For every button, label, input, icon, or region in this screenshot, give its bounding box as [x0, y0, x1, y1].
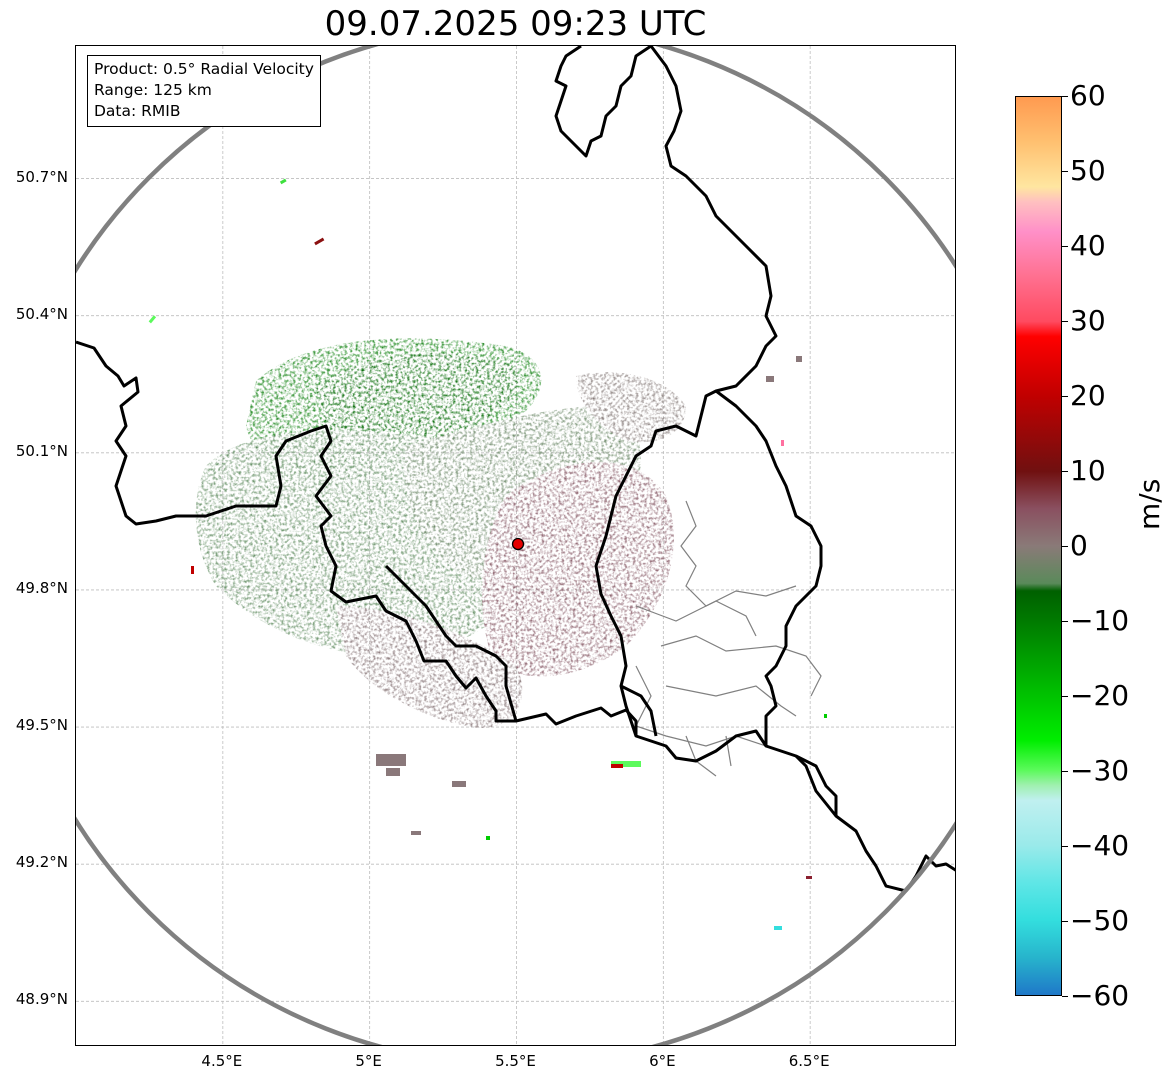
colorbar-tick-label: 50: [1070, 154, 1106, 187]
radar-map[interactable]: [75, 45, 956, 1046]
colorbar-tick-mark: [1062, 96, 1068, 97]
colorbar-tick-mark: [1062, 696, 1068, 697]
colorbar-tick-mark: [1062, 321, 1068, 322]
product-info-box: Product: 0.5° Radial Velocity Range: 125…: [87, 55, 321, 127]
map-title: 09.07.2025 09:23 UTC: [324, 4, 707, 44]
echo-approaching-strong-2: [316, 352, 518, 443]
longitude-tick-label: 6°E: [649, 1052, 676, 1070]
colorbar-tick-mark: [1062, 546, 1068, 547]
colorbar-tick-label: −30: [1070, 754, 1130, 787]
latitude-tick-label: 50.7°N: [15, 167, 68, 186]
longitude-tick-label: 5.5°E: [495, 1052, 536, 1070]
latitude-tick-label: 49.5°N: [15, 716, 68, 735]
latitude-tick-label: 49.2°N: [15, 853, 68, 872]
colorbar-tick-mark: [1062, 846, 1068, 847]
map-canvas: [76, 46, 955, 1045]
colorbar-tick-label: 40: [1070, 229, 1106, 262]
colorbar-tick-mark: [1062, 471, 1068, 472]
colorbar-tick-label: −50: [1070, 904, 1130, 937]
longitude-tick-label: 5°E: [355, 1052, 382, 1070]
colorbar-tick-mark: [1062, 171, 1068, 172]
info-data-source: Data: RMIB: [94, 102, 181, 120]
colorbar-unit-label: m/s: [1133, 478, 1166, 530]
colorbar-tick-label: −10: [1070, 604, 1130, 637]
colorbar-tick-label: 0: [1070, 529, 1088, 562]
colorbar-tick-mark: [1062, 621, 1068, 622]
echo-receding-weak: [482, 462, 674, 677]
longitude-tick-label: 6.5°E: [788, 1052, 830, 1070]
latitude-tick-label: 48.9°N: [15, 990, 68, 1009]
colorbar-tick-label: 10: [1070, 454, 1106, 487]
velocity-echoes: [195, 338, 686, 728]
colorbar-tick-label: −20: [1070, 679, 1130, 712]
colorbar-tick-mark: [1062, 771, 1068, 772]
longitude-tick-label: 4.5°E: [201, 1052, 243, 1070]
latitude-tick-label: 50.1°N: [15, 441, 68, 460]
latitude-tick-label: 50.4°N: [15, 304, 68, 323]
colorbar-tick-mark: [1062, 921, 1068, 922]
colorbar-tick-label: −60: [1070, 979, 1130, 1012]
info-product: Product: 0.5° Radial Velocity: [94, 60, 314, 78]
echo-receding-gray: [336, 606, 523, 728]
colorbar-tick-label: −40: [1070, 829, 1130, 862]
colorbar-tick-mark: [1062, 246, 1068, 247]
colorbar-tick-label: 20: [1070, 379, 1106, 412]
latitude-tick-label: 49.8°N: [15, 578, 68, 597]
echo-gray-ne: [576, 372, 686, 443]
colorbar-tick-label: 30: [1070, 304, 1106, 337]
colorbar-tick-label: 60: [1070, 79, 1106, 112]
country-borders: [76, 46, 955, 893]
info-range: Range: 125 km: [94, 81, 212, 99]
radar-site-marker[interactable]: [511, 537, 525, 551]
colorbar-tick-mark: [1062, 996, 1068, 997]
district-boundaries: [635, 500, 822, 777]
isolated-echoes: [148, 178, 827, 930]
colorbar-tick-mark: [1062, 396, 1068, 397]
colorbar: [1015, 96, 1062, 996]
